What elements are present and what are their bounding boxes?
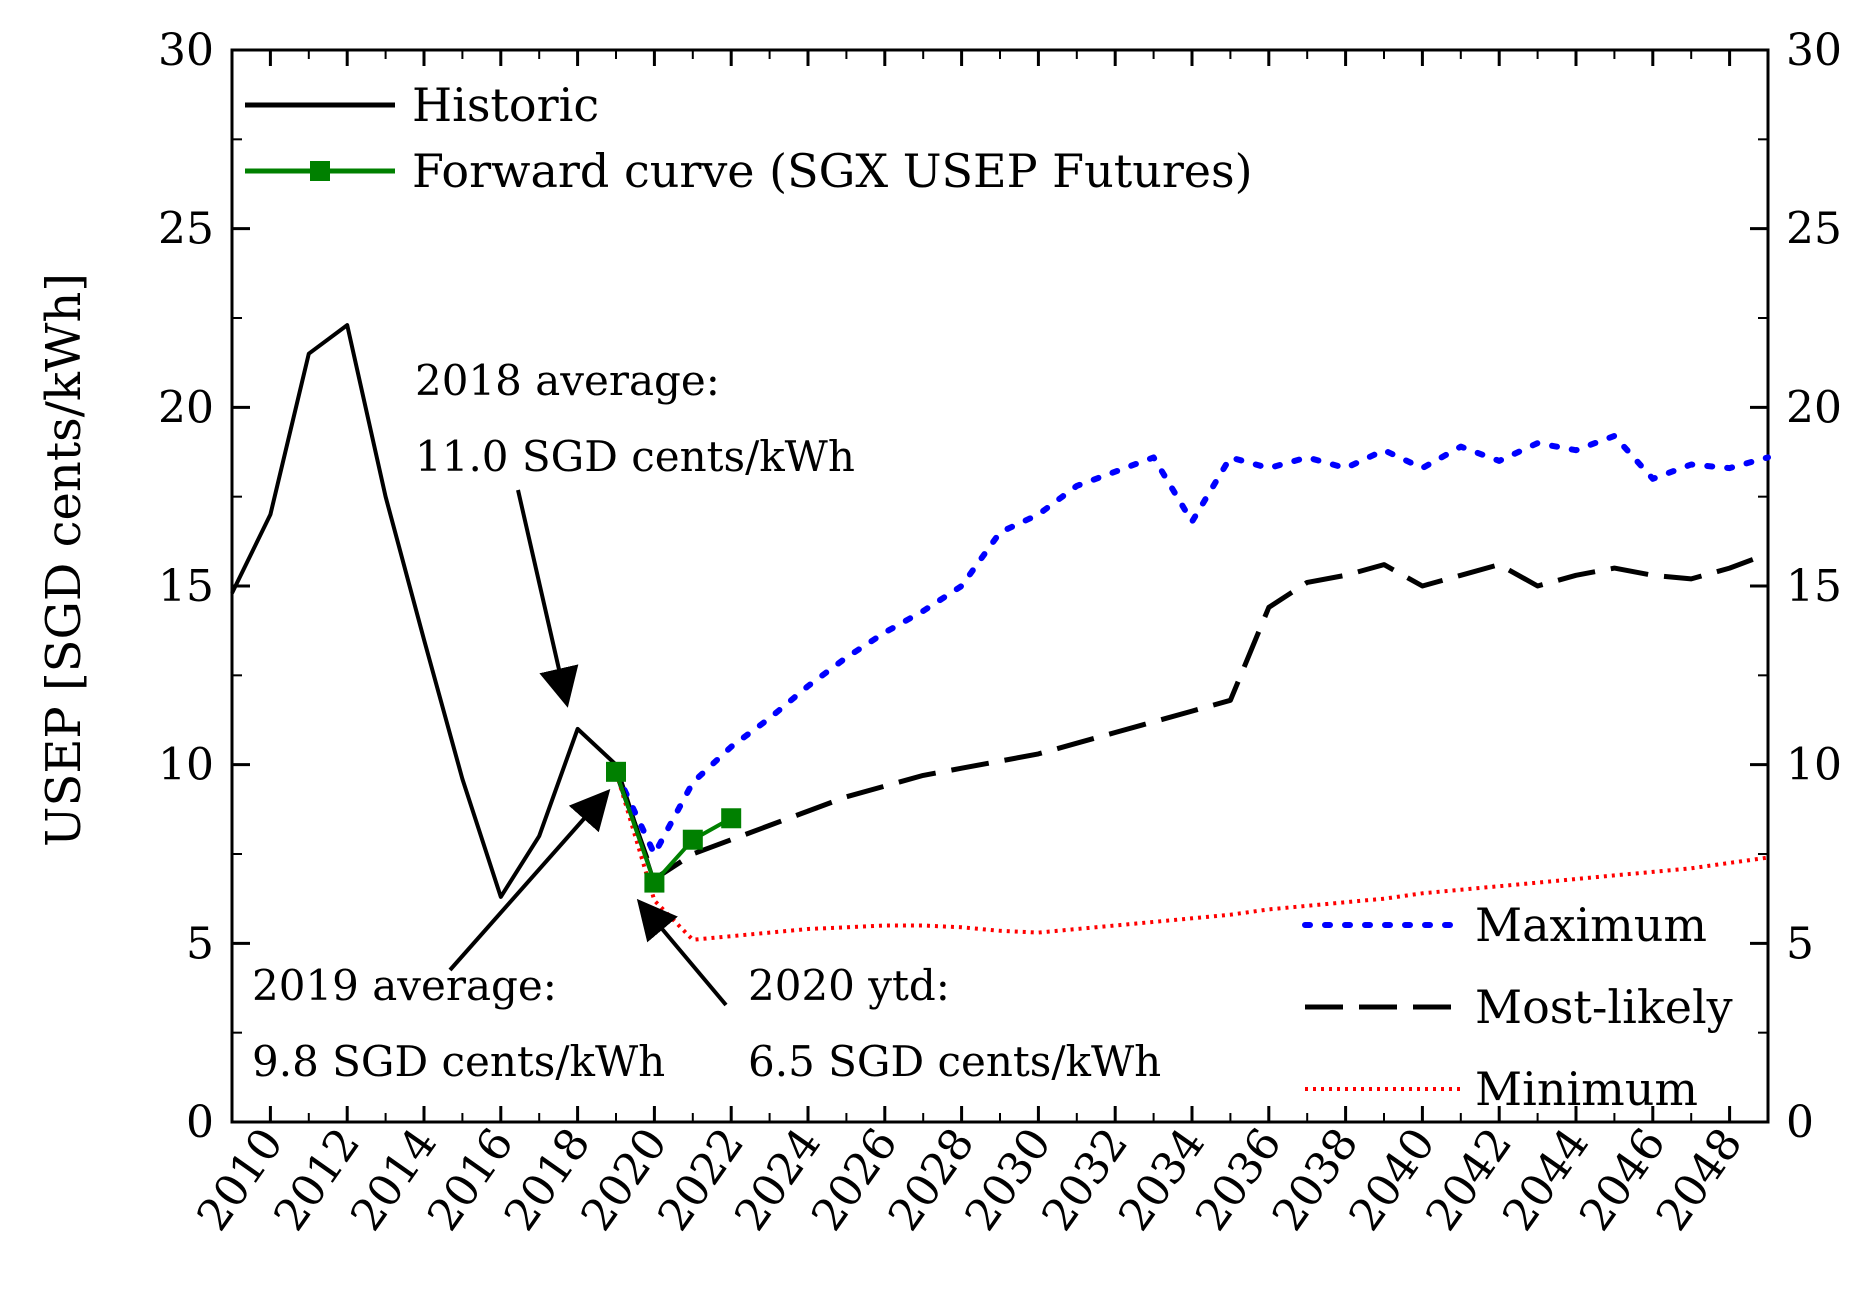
series-marker-forward-curve-sgx-usep-futures bbox=[644, 872, 665, 893]
x-tick-label: 2016 bbox=[418, 1119, 524, 1240]
annotation-text: 2018 average: bbox=[415, 356, 720, 405]
y-axis-title: USEP [SGD cents/kWh] bbox=[36, 273, 92, 847]
y-tick-label-left: 25 bbox=[158, 204, 214, 255]
series-marker-forward-curve-sgx-usep-futures bbox=[721, 808, 742, 829]
y-tick-label-right: 5 bbox=[1786, 918, 1814, 969]
y-tick-label-right: 30 bbox=[1786, 25, 1842, 76]
x-tick-label: 2034 bbox=[1109, 1119, 1215, 1240]
x-tick-label: 2038 bbox=[1263, 1119, 1369, 1240]
x-tick-label: 2020 bbox=[571, 1119, 677, 1240]
annotation-text: 2020 ytd: bbox=[748, 961, 950, 1010]
x-tick-label: 2044 bbox=[1493, 1119, 1599, 1240]
legend-label-historic: Historic bbox=[412, 78, 599, 132]
y-tick-label-right: 10 bbox=[1786, 740, 1842, 791]
x-tick-label: 2026 bbox=[802, 1119, 908, 1240]
x-tick-label: 2018 bbox=[495, 1119, 601, 1240]
y-tick-label-left: 10 bbox=[158, 740, 214, 791]
x-tick-label: 2040 bbox=[1339, 1119, 1445, 1240]
series-marker-forward-curve-sgx-usep-futures bbox=[682, 829, 703, 850]
legend-label-forward-curve-sgx-usep-futures: Forward curve (SGX USEP Futures) bbox=[412, 144, 1253, 198]
legend-marker-forward-curve-sgx-usep-futures bbox=[310, 161, 330, 181]
series-line-forward-curve-sgx-usep-futures bbox=[614, 771, 733, 885]
x-tick-label: 2024 bbox=[725, 1119, 831, 1240]
x-tick-label: 2032 bbox=[1032, 1119, 1138, 1240]
y-tick-label-left: 5 bbox=[186, 918, 214, 969]
y-tick-label-right: 0 bbox=[1786, 1097, 1814, 1148]
series-line-historic bbox=[230, 323, 657, 899]
y-tick-label-left: 0 bbox=[186, 1097, 214, 1148]
y-tick-label-left: 15 bbox=[158, 561, 214, 612]
legend-label-most-likely: Most-likely bbox=[1475, 980, 1733, 1034]
x-tick-label: 2048 bbox=[1647, 1119, 1753, 1240]
x-tick-label: 2042 bbox=[1416, 1119, 1522, 1240]
x-tick-label: 2028 bbox=[879, 1119, 985, 1240]
y-tick-label-left: 20 bbox=[158, 382, 214, 433]
x-tick-label: 2046 bbox=[1570, 1119, 1676, 1240]
series-line-minimum bbox=[614, 771, 1769, 942]
series-line-most-likely bbox=[613, 551, 1769, 882]
x-tick-label: 2012 bbox=[264, 1119, 370, 1240]
y-tick-label-right: 25 bbox=[1786, 204, 1842, 255]
annotation-arrow bbox=[516, 489, 579, 708]
y-tick-label-right: 15 bbox=[1786, 561, 1842, 612]
x-tick-label: 2036 bbox=[1186, 1119, 1292, 1240]
y-tick-label-right: 20 bbox=[1786, 382, 1842, 433]
x-tick-label: 2030 bbox=[955, 1119, 1061, 1240]
x-tick-label: 2022 bbox=[648, 1119, 754, 1240]
x-tick-label: 2014 bbox=[341, 1119, 447, 1240]
annotation-arrow bbox=[636, 898, 728, 1007]
series-marker-forward-curve-sgx-usep-futures bbox=[606, 761, 626, 782]
annotation-text: 6.5 SGD cents/kWh bbox=[748, 1037, 1161, 1086]
series-line-maximum bbox=[613, 432, 1771, 857]
annotation-text: 9.8 SGD cents/kWh bbox=[252, 1037, 665, 1086]
annotation-text: 2019 average: bbox=[252, 961, 557, 1010]
annotation-arrow bbox=[448, 789, 611, 972]
legend-label-minimum: Minimum bbox=[1475, 1062, 1698, 1116]
y-tick-label-left: 30 bbox=[158, 25, 214, 76]
annotation-text: 11.0 SGD cents/kWh bbox=[415, 432, 855, 481]
legend-label-maximum: Maximum bbox=[1475, 898, 1707, 952]
